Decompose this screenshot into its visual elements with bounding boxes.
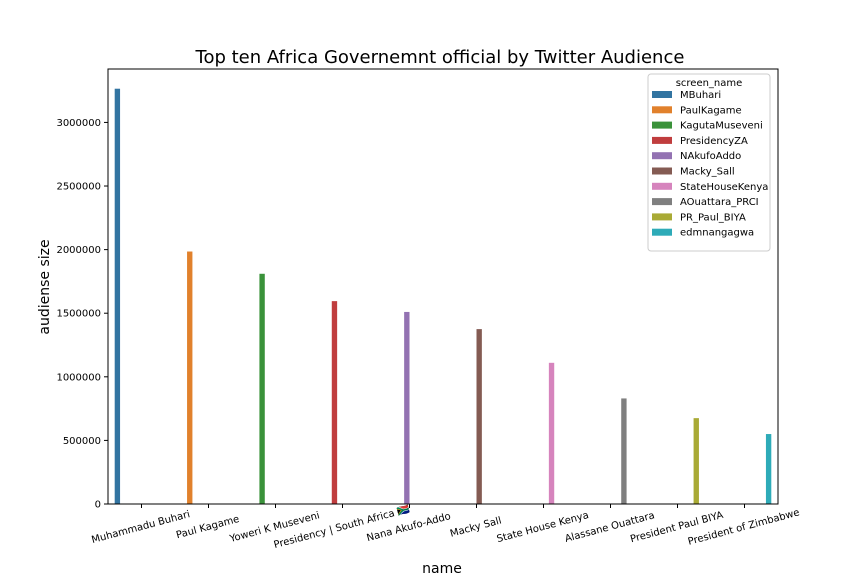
legend-swatch-NAkufoAddo (652, 152, 672, 160)
y-tick-label: 0 (95, 500, 101, 511)
legend-swatch-PR_Paul_BIYA (652, 213, 672, 221)
y-tick-label: 500000 (63, 436, 101, 447)
bar-KagutaMuseveni (259, 273, 265, 504)
x-tick-label: Macky Sall (449, 515, 503, 539)
y-tick-label: 2000000 (56, 245, 101, 256)
bar-edmnangagwa (765, 434, 772, 504)
y-tick-label: 2500000 (56, 182, 101, 193)
bar-PaulKagame (187, 251, 193, 504)
legend-swatch-StateHouseKenya (652, 182, 672, 190)
legend-entry-PresidencyZA: PresidencyZA (680, 136, 748, 147)
legend-entry-PR_Paul_BIYA: PR_Paul_BIYA (680, 212, 746, 223)
bar-MBuhari (114, 88, 121, 505)
x-tick-label: Muhammadu Buhari (90, 509, 191, 546)
bar-AOuattara_PRCI (621, 398, 627, 504)
x-axis-label: name (422, 561, 462, 576)
legend-entry-edmnangagwa: edmnangagwa (680, 228, 754, 239)
y-axis-label: audiense size (37, 239, 53, 334)
legend-frame (647, 73, 771, 252)
legend-swatch-edmnangagwa (652, 228, 672, 236)
legend-entry-AOuattara_PRCI: AOuattara_PRCI (680, 197, 759, 208)
y-tick-label: 3000000 (56, 118, 101, 129)
bar-PR_Paul_BIYA (693, 418, 699, 504)
legend-swatch-PresidencyZA (652, 136, 672, 144)
legend-swatch-KagutaMuseveni (652, 121, 672, 129)
legend-entry-MBuhari: MBuhari (680, 90, 721, 101)
y-tick-label: 1500000 (56, 309, 101, 320)
bar-Macky_Sall (476, 329, 482, 504)
legend-entry-KagutaMuseveni: KagutaMuseveni (680, 121, 763, 132)
legend-entry-Macky_Sall: Macky_Sall (680, 167, 735, 178)
y-tick-label: 1000000 (56, 372, 101, 383)
legend-swatch-MBuhari (652, 91, 672, 98)
legend-entry-PaulKagame: PaulKagame (680, 105, 742, 116)
legend-title: screen_name (676, 78, 743, 89)
chart-title: Top ten Africa Governemnt official by Tw… (195, 47, 685, 68)
bar-StateHouseKenya (548, 362, 555, 504)
bar-NAkufoAddo (404, 311, 410, 504)
x-tick-label: President of Zimbabwe (687, 507, 801, 547)
legend-entry-StateHouseKenya: StateHouseKenya (680, 182, 768, 193)
legend-swatch-PaulKagame (652, 106, 672, 114)
plot-frame (107, 68, 779, 505)
legend-swatch-AOuattara_PRCI (652, 198, 672, 206)
legend-entry-NAkufoAddo: NAkufoAddo (680, 151, 741, 162)
bar-PresidencyZA (331, 301, 338, 504)
legend-swatch-Macky_Sall (652, 167, 672, 175)
